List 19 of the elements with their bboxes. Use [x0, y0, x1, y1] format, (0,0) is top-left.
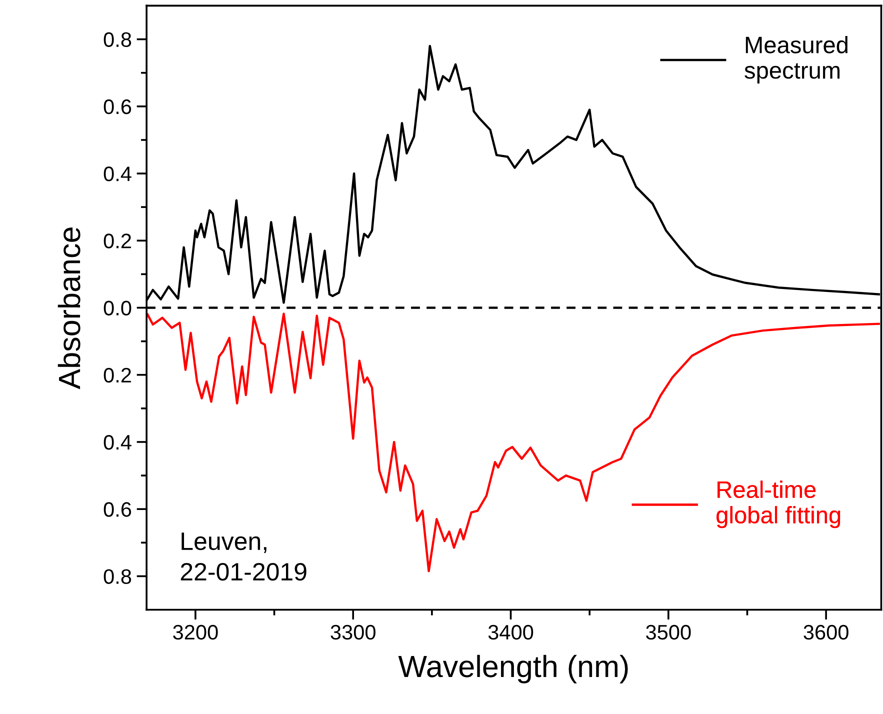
y-tick-label: 0.0 [104, 300, 132, 316]
legend-label: Measured spectrum [744, 36, 848, 84]
y-tick-label: 0.4 [104, 166, 132, 182]
y-tick-label: 0.8 [104, 569, 132, 584]
y-tick-label: 0.8 [104, 32, 132, 48]
x-tick-label: 3200 [173, 624, 218, 640]
y-tick-label: 0.2 [104, 368, 131, 383]
annotation: Leuven, 22-01-2019 [180, 532, 306, 581]
legend-label: Real-time global fitting [716, 480, 840, 528]
x-tick-label: 3400 [488, 624, 534, 640]
x-tick-label: 3600 [804, 624, 848, 640]
y-tick-label: 0.6 [104, 99, 132, 114]
y-axis-title: Absorbance [58, 228, 80, 390]
x-tick-label: 3300 [330, 624, 376, 640]
y-tick-label: 0.6 [104, 502, 132, 517]
x-axis-title: Wavelength (nm) [398, 654, 628, 684]
y-tick-label: 0.4 [104, 434, 132, 450]
x-tick-label: 3500 [646, 624, 691, 640]
y-tick-label: 0.2 [104, 234, 131, 248]
